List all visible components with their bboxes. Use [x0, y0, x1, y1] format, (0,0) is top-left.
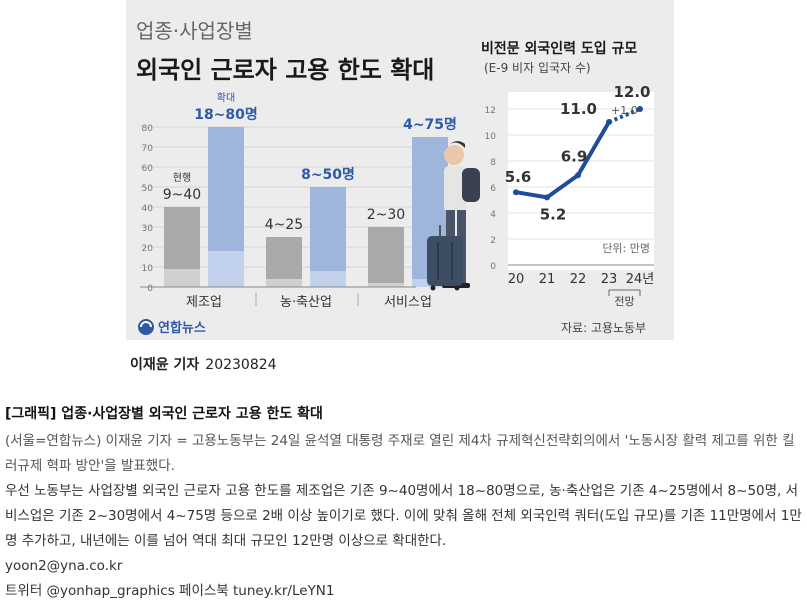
right-ytick-label: 8 — [490, 158, 496, 168]
left-ytick-label: 60 — [142, 164, 154, 174]
series-point — [544, 194, 550, 201]
point-value-label: 11.0 — [560, 100, 597, 118]
increase-label: +1.0 — [611, 104, 638, 117]
logo-text: 연합뉴스 — [158, 320, 206, 336]
series-point — [513, 189, 519, 196]
right-ytick-label: 10 — [485, 132, 497, 142]
right-ytick-label: 12 — [485, 106, 496, 116]
bar-expanded-max — [310, 187, 346, 271]
right-xtick-label: 22 — [570, 272, 587, 287]
left-ytick-label: 10 — [142, 264, 154, 274]
right-xtick-label: 21 — [539, 272, 556, 287]
right-ytick-label: 6 — [490, 184, 496, 194]
right-chart-subtitle: (E-9 비자 입국자 수) — [484, 61, 591, 75]
bar-expanded-label: 18~80명 — [194, 106, 258, 123]
unit-label: 단위: 만명 — [602, 242, 650, 255]
left-ytick-label: 80 — [142, 124, 154, 134]
yonhap-logo: 연합뉴스 — [138, 319, 206, 336]
infographic: 업종·사업장별 외국인 근로자 고용 한도 확대 비전문 외국인력 도입 규모 … — [126, 0, 674, 340]
bar-expanded-label: 8~50명 — [301, 166, 355, 183]
caption-author: 이재윤 기자 — [130, 357, 200, 373]
left-ytick-label: 40 — [142, 204, 154, 214]
bar-current-max — [368, 227, 404, 283]
article-social: 트위터 @yonhap_graphics 페이스북 tuney.kr/LeYN1 — [5, 583, 335, 599]
bar-current-label: 4~25 — [265, 217, 303, 233]
series-line — [515, 120, 611, 200]
image-caption: 이재윤 기자 20230824 — [130, 354, 277, 374]
left-ytick-label: 0 — [147, 284, 153, 294]
left-ytick-label: 30 — [142, 224, 154, 234]
right-ytick-label: 2 — [490, 236, 496, 246]
bar-current-min — [266, 279, 302, 287]
point-value-label: 12.0 — [613, 83, 650, 101]
article-paragraph: 우선 노동부는 사업장별 외국인 근로자 고용 한도를 제조업은 기존 9~40… — [5, 483, 802, 549]
left-ytick-label: 20 — [142, 244, 154, 254]
right-chart-title: 비전문 외국인력 도입 규모 — [481, 40, 637, 57]
left-xtick-label: 농·축산업 — [280, 295, 332, 310]
bar-expanded-min — [208, 251, 244, 287]
left-xtick-label: 서비스업 — [384, 295, 432, 310]
left-chart-title: 외국인 근로자 고용 한도 확대 — [136, 56, 434, 84]
bar-expanded-label: 4~75명 — [403, 116, 457, 133]
infographic-canvas: 업종·사업장별 외국인 근로자 고용 한도 확대 비전문 외국인력 도입 규모 … — [136, 19, 655, 336]
left-ytick-label: 50 — [142, 184, 154, 194]
point-value-label: 5.2 — [540, 205, 567, 223]
article-lead: (서울=연합뉴스) 이재윤 기자 = 고용노동부는 24일 윤석열 대통령 주재… — [5, 433, 795, 474]
point-value-label: 6.9 — [561, 147, 588, 165]
right-xtick-label: 24년 — [626, 272, 655, 287]
series-point — [606, 119, 612, 125]
right-line-chart: 0 2 4 6 8 10 12 5.6 5.2 6.9 11.0 12.0 +1.0 20 21 22 23 24… — [485, 83, 655, 308]
bar-expanded-min — [310, 271, 346, 287]
bar-current-label: 9~40 — [163, 187, 201, 203]
bar-expanded-max — [208, 127, 244, 251]
point-value-label: 5.6 — [505, 168, 532, 186]
bar-current-label: 2~30 — [367, 207, 405, 223]
right-xtick-label: 23 — [601, 272, 618, 287]
bar-current-max — [266, 237, 302, 279]
worker-illustration-icon — [427, 141, 480, 291]
right-ytick-label: 4 — [490, 210, 496, 220]
article-headline: [그래픽] 업종·사업장별 외국인 근로자 고용 한도 확대 — [5, 406, 323, 422]
series-point — [575, 172, 581, 179]
bar-current-min — [164, 269, 200, 287]
right-xtick-label: 20 — [508, 272, 525, 287]
article-body: [그래픽] 업종·사업장별 외국인 근로자 고용 한도 확대 (서울=연합뉴스)… — [5, 402, 803, 604]
series-point — [637, 106, 643, 112]
right-plot-area — [508, 92, 654, 270]
caption-date: 20230824 — [205, 357, 277, 373]
source-text: 자료: 고용노동부 — [561, 321, 646, 335]
article-email: yoon2@yna.co.kr — [5, 558, 123, 574]
left-xtick-label: 제조업 — [186, 295, 222, 310]
right-ytick-label: 0 — [490, 262, 496, 272]
left-chart-subtitle: 업종·사업장별 — [136, 19, 253, 43]
current-tag: 현행 — [173, 172, 191, 184]
forecast-label: 전망 — [614, 295, 634, 308]
bar-current-max — [164, 207, 200, 269]
bar-current-min — [368, 283, 404, 287]
left-ytick-label: 70 — [142, 144, 154, 154]
expanded-tag: 확대 — [217, 92, 235, 104]
